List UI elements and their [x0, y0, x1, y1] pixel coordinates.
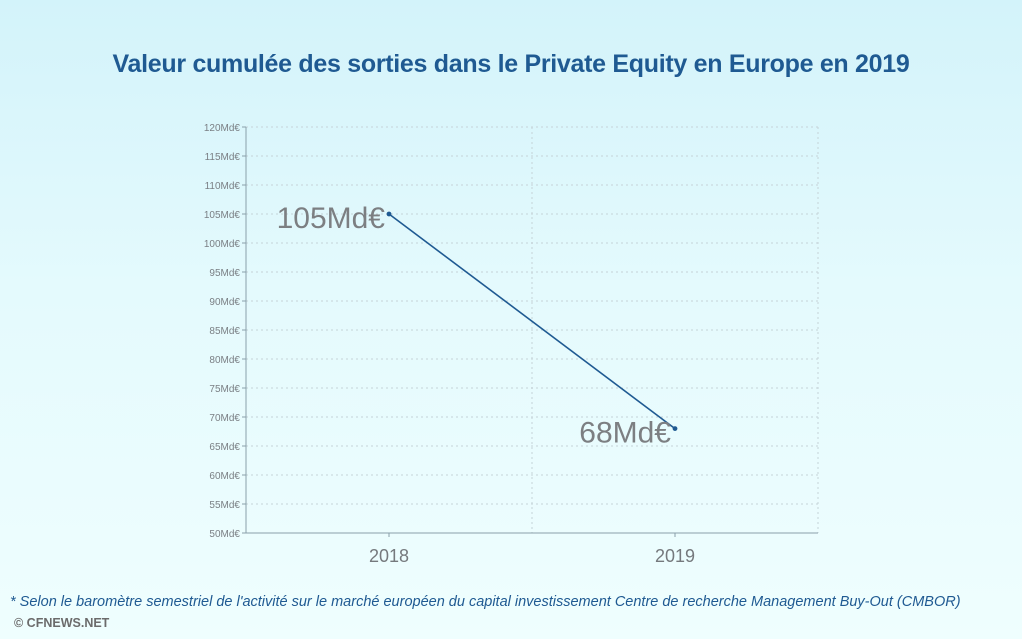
data-label: 105Md€: [277, 202, 386, 235]
chart-title: Valeur cumulée des sorties dans le Priva…: [112, 50, 910, 78]
x-tick-label: 2019: [655, 546, 695, 566]
y-tick-label: 55Md€: [209, 500, 240, 511]
y-tick-label: 100Md€: [204, 239, 241, 250]
y-tick-label: 95Md€: [209, 268, 240, 279]
y-tick-label: 115Md€: [205, 152, 241, 163]
y-tick-label: 85Md€: [209, 326, 240, 337]
x-tick-label: 2018: [369, 546, 409, 566]
footnote: * Selon le baromètre semestriel de l'act…: [10, 594, 961, 610]
y-tick-label: 90Md€: [209, 297, 240, 308]
y-tick-label: 75Md€: [209, 384, 240, 395]
data-labels: 105Md€ 68Md€: [277, 202, 672, 450]
y-tick-label: 60Md€: [209, 471, 240, 482]
y-tick-label: 110Md€: [205, 181, 241, 192]
y-tick-label: 80Md€: [209, 355, 240, 366]
data-series: [386, 211, 678, 431]
data-point: [672, 426, 678, 431]
series-line: [388, 213, 676, 430]
data-point: [386, 211, 392, 217]
y-tick-label: 50Md€: [209, 529, 240, 540]
y-tick-label: 65Md€: [209, 442, 240, 453]
x-axis-ticks: 2018 2019: [369, 533, 695, 566]
y-tick-label: 105Md€: [204, 210, 241, 221]
y-axis-ticks: 50Md€ 55Md€ 60Md€ 65Md€ 70Md€ 75Md€ 80Md€ 85Md€…: [204, 123, 246, 540]
gridlines: [246, 126, 819, 533]
y-tick-label: 70Md€: [209, 413, 240, 424]
copyright: © CFNEWS.NET: [14, 616, 110, 630]
data-label: 68Md€: [579, 417, 671, 450]
y-tick-label: 120Md€: [204, 123, 241, 134]
